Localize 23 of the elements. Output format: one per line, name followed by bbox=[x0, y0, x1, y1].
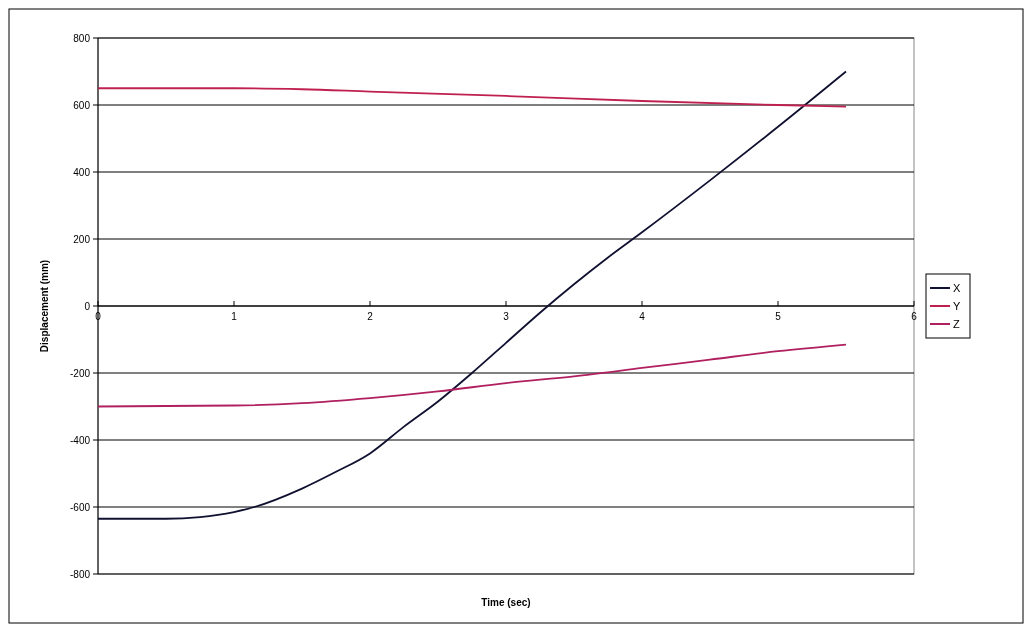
x-tick-label: 1 bbox=[231, 311, 238, 322]
x-tick-label: 6 bbox=[911, 311, 918, 322]
legend-label: Z bbox=[953, 317, 960, 330]
x-axis-title: Time (sec) bbox=[481, 597, 531, 608]
x-tick-label: 2 bbox=[367, 311, 374, 322]
y-tick-label: -400 bbox=[69, 434, 91, 446]
x-tick-label: 4 bbox=[639, 311, 646, 322]
y-tick-label: 600 bbox=[73, 99, 91, 111]
legend-label: X bbox=[953, 281, 961, 294]
y-tick-label: 0 bbox=[84, 300, 91, 312]
legend-label: Y bbox=[953, 299, 961, 312]
line-series bbox=[97, 343, 847, 408]
y-tick-label: 800 bbox=[73, 32, 91, 44]
y-tick-label: -200 bbox=[69, 367, 91, 379]
line-series bbox=[97, 70, 847, 520]
y-axis-title: Displacement (mm) bbox=[39, 259, 50, 353]
y-tick-label: 400 bbox=[73, 166, 91, 178]
y-tick-label: 200 bbox=[73, 233, 91, 245]
x-tick-label: 3 bbox=[503, 311, 510, 322]
y-tick-label: -600 bbox=[69, 501, 91, 513]
x-tick-label: 5 bbox=[775, 311, 782, 322]
line-series bbox=[97, 87, 847, 108]
y-tick-label: -800 bbox=[69, 568, 91, 580]
